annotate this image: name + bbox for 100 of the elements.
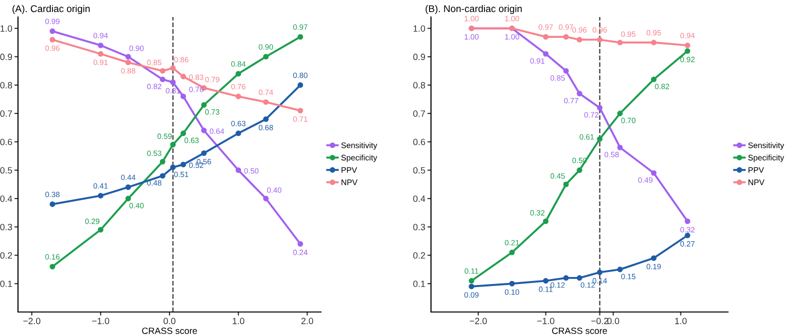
- point: [509, 280, 515, 286]
- point: [684, 48, 690, 54]
- y-tick-label: 0.4: [0, 196, 12, 202]
- y-tick-label: 0.6: [413, 138, 426, 146]
- point: [160, 76, 166, 82]
- y-tick-label: 0.9: [413, 54, 426, 60]
- point: [98, 226, 104, 233]
- point: [298, 241, 304, 247]
- point: [125, 54, 131, 60]
- y-tick-label: 0.2: [413, 252, 425, 259]
- x-tick-label: −0.2: [591, 318, 608, 324]
- point: [563, 182, 569, 188]
- chart-title: (A). Cardiac origin: [12, 4, 90, 14]
- y-tick-label: 0.1: [0, 280, 12, 287]
- y-tick-label: 0.3: [0, 224, 12, 230]
- point: [617, 110, 623, 116]
- legend-label: NPV: [748, 180, 764, 186]
- point: [468, 278, 474, 284]
- y-tick-label: 0.8: [413, 82, 426, 88]
- point: [684, 42, 690, 48]
- legend-label: PPV: [748, 167, 764, 173]
- y-tick-label: 0.1: [413, 280, 426, 287]
- point: [170, 164, 176, 170]
- point: [298, 34, 304, 40]
- point: [576, 167, 582, 173]
- point: [509, 250, 515, 256]
- point: [263, 99, 269, 105]
- point: [468, 284, 474, 290]
- legend-label: Specificity: [341, 154, 378, 162]
- point: [263, 116, 269, 122]
- y-tick-label: 0.5: [413, 167, 426, 174]
- x-tick-label: −1.0: [92, 318, 110, 324]
- point: [160, 173, 166, 179]
- y-tick-label: 1.0: [414, 25, 426, 32]
- point: [236, 167, 242, 173]
- point: [576, 275, 582, 281]
- point: [50, 264, 56, 270]
- legend-label: NPV: [342, 180, 358, 186]
- x-tick-label: 1.0: [675, 318, 687, 324]
- chart-title: (B). Non-cardiac origin: [426, 4, 522, 14]
- point: [684, 218, 690, 224]
- y-tick-label: 0.3: [413, 224, 426, 230]
- point: [650, 76, 657, 82]
- y-tick-label: 0.9: [0, 54, 12, 60]
- point: [263, 54, 269, 60]
- point: [650, 170, 657, 176]
- y-tick-label: 1.0: [0, 25, 12, 32]
- x-tick-label: 2.0: [301, 318, 314, 324]
- y-tick-label: 0.8: [0, 82, 12, 88]
- point: [50, 28, 56, 34]
- point: [617, 266, 623, 272]
- point: [170, 79, 176, 86]
- point: [617, 144, 623, 150]
- point: [160, 158, 166, 164]
- y-tick-label: 0.7: [413, 110, 425, 117]
- point: [684, 232, 690, 238]
- point: [50, 201, 56, 207]
- point: [596, 270, 603, 276]
- point: [180, 74, 186, 80]
- point: [98, 51, 104, 57]
- point: [617, 40, 623, 46]
- x-tick-label: 0.0: [607, 318, 620, 324]
- point: [298, 108, 304, 114]
- point: [650, 255, 657, 261]
- y-tick-label: 0.4: [413, 196, 426, 202]
- point: [180, 130, 186, 136]
- point: [563, 68, 569, 74]
- point: [236, 70, 242, 77]
- point: [563, 34, 569, 40]
- y-tick-label: 0.6: [0, 138, 12, 146]
- point: [542, 278, 549, 284]
- point: [542, 218, 549, 224]
- point: [576, 36, 582, 42]
- legend-label: Specificity: [748, 154, 784, 162]
- point: [563, 275, 569, 281]
- point: [50, 36, 56, 42]
- point: [298, 82, 304, 88]
- point: [98, 42, 104, 48]
- point: [201, 102, 207, 108]
- point: [180, 94, 186, 100]
- point: [125, 184, 131, 190]
- legend-label: Sensitivity: [341, 142, 378, 150]
- point: [596, 36, 603, 42]
- x-tick-label: 0.0: [164, 318, 176, 324]
- x-tick-label: −2.0: [23, 318, 40, 324]
- point: [596, 136, 603, 142]
- point: [542, 51, 549, 57]
- point: [576, 90, 582, 96]
- point: [263, 196, 269, 202]
- point: [125, 60, 131, 66]
- point: [542, 34, 549, 40]
- x-axis-title: CRASS score: [142, 328, 197, 334]
- point: [180, 162, 186, 168]
- point: [160, 68, 166, 74]
- x-tick-label: 1.0: [232, 318, 244, 324]
- point: [125, 196, 131, 202]
- point: [650, 40, 657, 46]
- point: [236, 94, 242, 100]
- point: [236, 130, 242, 136]
- y-tick-label: 0.5: [0, 167, 12, 174]
